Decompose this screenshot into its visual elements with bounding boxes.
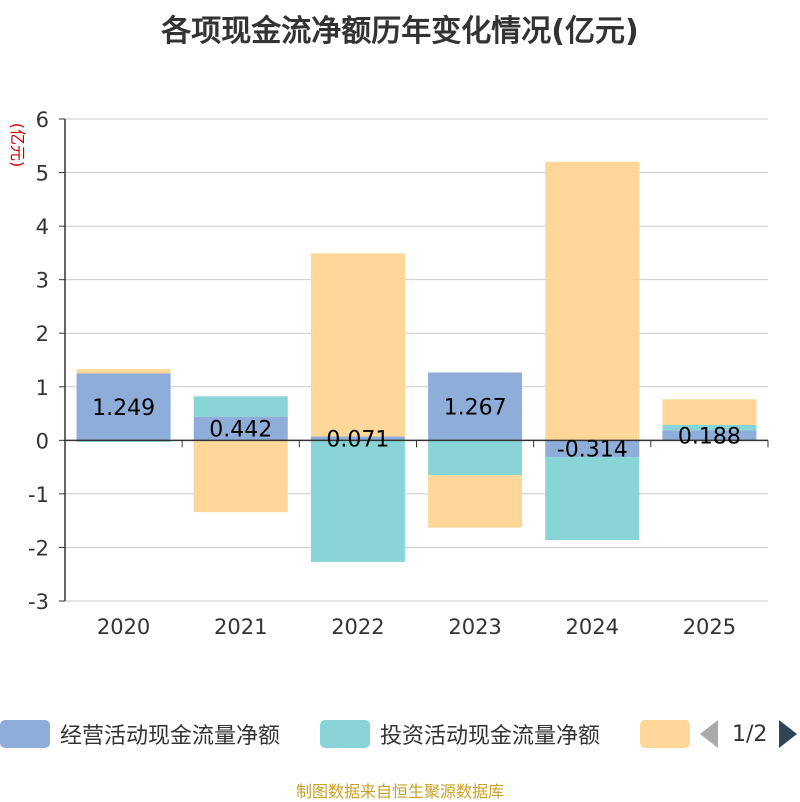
bar-2020-series-0 [76, 373, 171, 441]
bar-2021-series-2 [193, 440, 288, 513]
chart-canvas: -3 -2 -1 0 1 2 3 4 5 6 (亿元) 2020 2021 2022 2023 2024 202… [8, 108, 769, 639]
y-tick-label: 1 [36, 376, 49, 400]
legend-item-financing[interactable] [640, 716, 700, 752]
y-tick-label: 6 [36, 108, 49, 132]
bar-2023-series-2 [428, 475, 523, 528]
grid-lines [65, 118, 768, 602]
legend-swatch-financing [640, 720, 690, 748]
bar-2023-series-1 [428, 440, 523, 476]
bar-2022-series-0 [310, 436, 405, 441]
bar-2020-series-1 [76, 440, 171, 442]
legend-label-operating: 经营活动现金流量净额 [60, 724, 281, 749]
data-label-2021: 0.442 [209, 417, 272, 442]
y-tick-label: 2 [36, 322, 49, 346]
bar-2022-series-2 [310, 253, 405, 437]
legend-swatch-operating [0, 720, 50, 748]
legend-prev-page-icon[interactable] [700, 720, 718, 748]
x-tick-label: 2023 [448, 615, 501, 639]
chart-title: 各项现金流净额历年变化情况(亿元) [161, 14, 639, 49]
x-tick-label: 2024 [566, 615, 619, 639]
bar-2022-series-1 [310, 440, 405, 562]
y-axis-label: (亿元) [8, 123, 27, 168]
data-label-2022: 0.071 [326, 427, 389, 452]
bar-2020-series-2 [76, 369, 171, 374]
legend-label-investing: 投资活动现金流量净额 [380, 724, 601, 749]
bar-series [76, 161, 757, 562]
bar-2024-series-1 [545, 457, 640, 541]
bar-2025-series-1 [662, 424, 757, 431]
x-tick-label: 2021 [214, 615, 267, 639]
bar-2021-series-1 [193, 396, 288, 417]
y-tick-label: 3 [36, 269, 49, 293]
source-note: 制图数据来自恒生聚源数据库 [295, 782, 504, 801]
y-tick-label: 5 [36, 162, 49, 186]
x-tick-label: 2020 [97, 615, 150, 639]
bar-2024-series-2 [545, 161, 640, 441]
data-label-2024: -0.314 [557, 438, 628, 463]
y-tick-label: -2 [28, 536, 49, 560]
legend-next-page-icon[interactable] [779, 720, 798, 748]
axes: -3 -2 -1 0 1 2 3 4 5 6 (亿元) 2020 2021 2022 2023 2024 202… [8, 108, 769, 639]
bar-2024-series-0 [545, 440, 640, 458]
data-label-2020: 1.249 [92, 396, 155, 421]
legend-swatch-investing [320, 720, 370, 748]
bar-2025-series-2 [662, 399, 757, 425]
legend: 经营活动现金流量净额 投资活动现金流量净额 1/2 [0, 716, 800, 756]
bar-2025-series-0 [662, 430, 757, 441]
legend-page-indicator: 1/2 [732, 721, 768, 747]
x-tick-label: 2022 [331, 615, 384, 639]
legend-pager: 1/2 [700, 716, 798, 752]
data-label-2023: 1.267 [444, 395, 507, 420]
x-tick-label: 2025 [683, 615, 736, 639]
data-label-2025: 0.188 [678, 424, 741, 449]
y-tick-label: -1 [28, 483, 49, 507]
data-labels: 1.249 0.442 0.071 1.267 -0.314 0.188 [92, 395, 741, 462]
legend-item-operating[interactable]: 经营活动现金流量净额 [0, 716, 280, 752]
y-tick-label: 0 [36, 429, 49, 453]
y-tick-label: -3 [28, 590, 49, 614]
y-tick-label: 4 [36, 215, 49, 239]
legend-item-investing[interactable]: 投资活动现金流量净额 [320, 716, 600, 752]
bar-2021-series-0 [193, 416, 288, 441]
bar-2023-series-0 [428, 372, 523, 441]
